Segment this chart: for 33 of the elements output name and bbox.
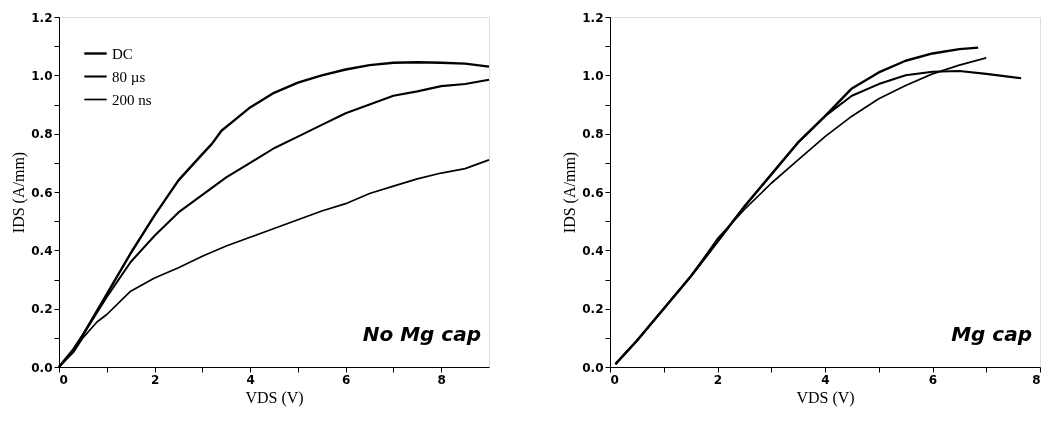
y-tick-label: 0.6 — [582, 185, 604, 200]
y-tick-label: 0.8 — [31, 127, 53, 142]
y-tick-label: 1.0 — [31, 68, 53, 83]
y-tick-label: 0.4 — [31, 243, 53, 258]
y-tick-label: 1.2 — [31, 10, 53, 25]
y-tick-label: 0.8 — [582, 127, 604, 142]
y-tick-label: 0.2 — [582, 302, 604, 317]
annotation: Mg cap — [951, 322, 1032, 346]
y-tick-label: 1.0 — [582, 68, 604, 83]
x-axis-title: VDS (V) — [245, 388, 304, 407]
x-tick-label: 8 — [437, 372, 446, 387]
y-tick-label: 0.6 — [31, 185, 53, 200]
x-tick-label: 6 — [928, 372, 938, 387]
y-axis-title: IDS (A/mm) — [561, 151, 580, 234]
x-tick-label: 4 — [246, 372, 255, 387]
legend-label: 80 µs — [112, 68, 146, 85]
y-tick-label: 1.2 — [582, 10, 604, 25]
y-tick-label: 0.0 — [31, 360, 53, 375]
legend-label: 200 ns — [112, 91, 152, 108]
y-tick-label: 0.0 — [582, 360, 604, 375]
x-tick-label: 2 — [150, 372, 160, 387]
x-tick-label: 0 — [610, 372, 619, 387]
y-axis-title: IDS (A/mm) — [10, 151, 29, 234]
x-axis-title: VDS (V) — [796, 388, 855, 407]
x-tick-label: 4 — [821, 372, 830, 387]
y-tick-label: 0.4 — [582, 243, 604, 258]
y-tick-label: 0.2 — [31, 302, 53, 317]
x-tick-label: 2 — [713, 372, 723, 387]
legend-label: DC — [112, 45, 133, 62]
annotation: No Mg cap — [362, 322, 481, 346]
x-tick-label: 0 — [59, 372, 68, 387]
x-tick-label: 8 — [1032, 372, 1041, 387]
x-tick-label: 6 — [341, 372, 351, 387]
